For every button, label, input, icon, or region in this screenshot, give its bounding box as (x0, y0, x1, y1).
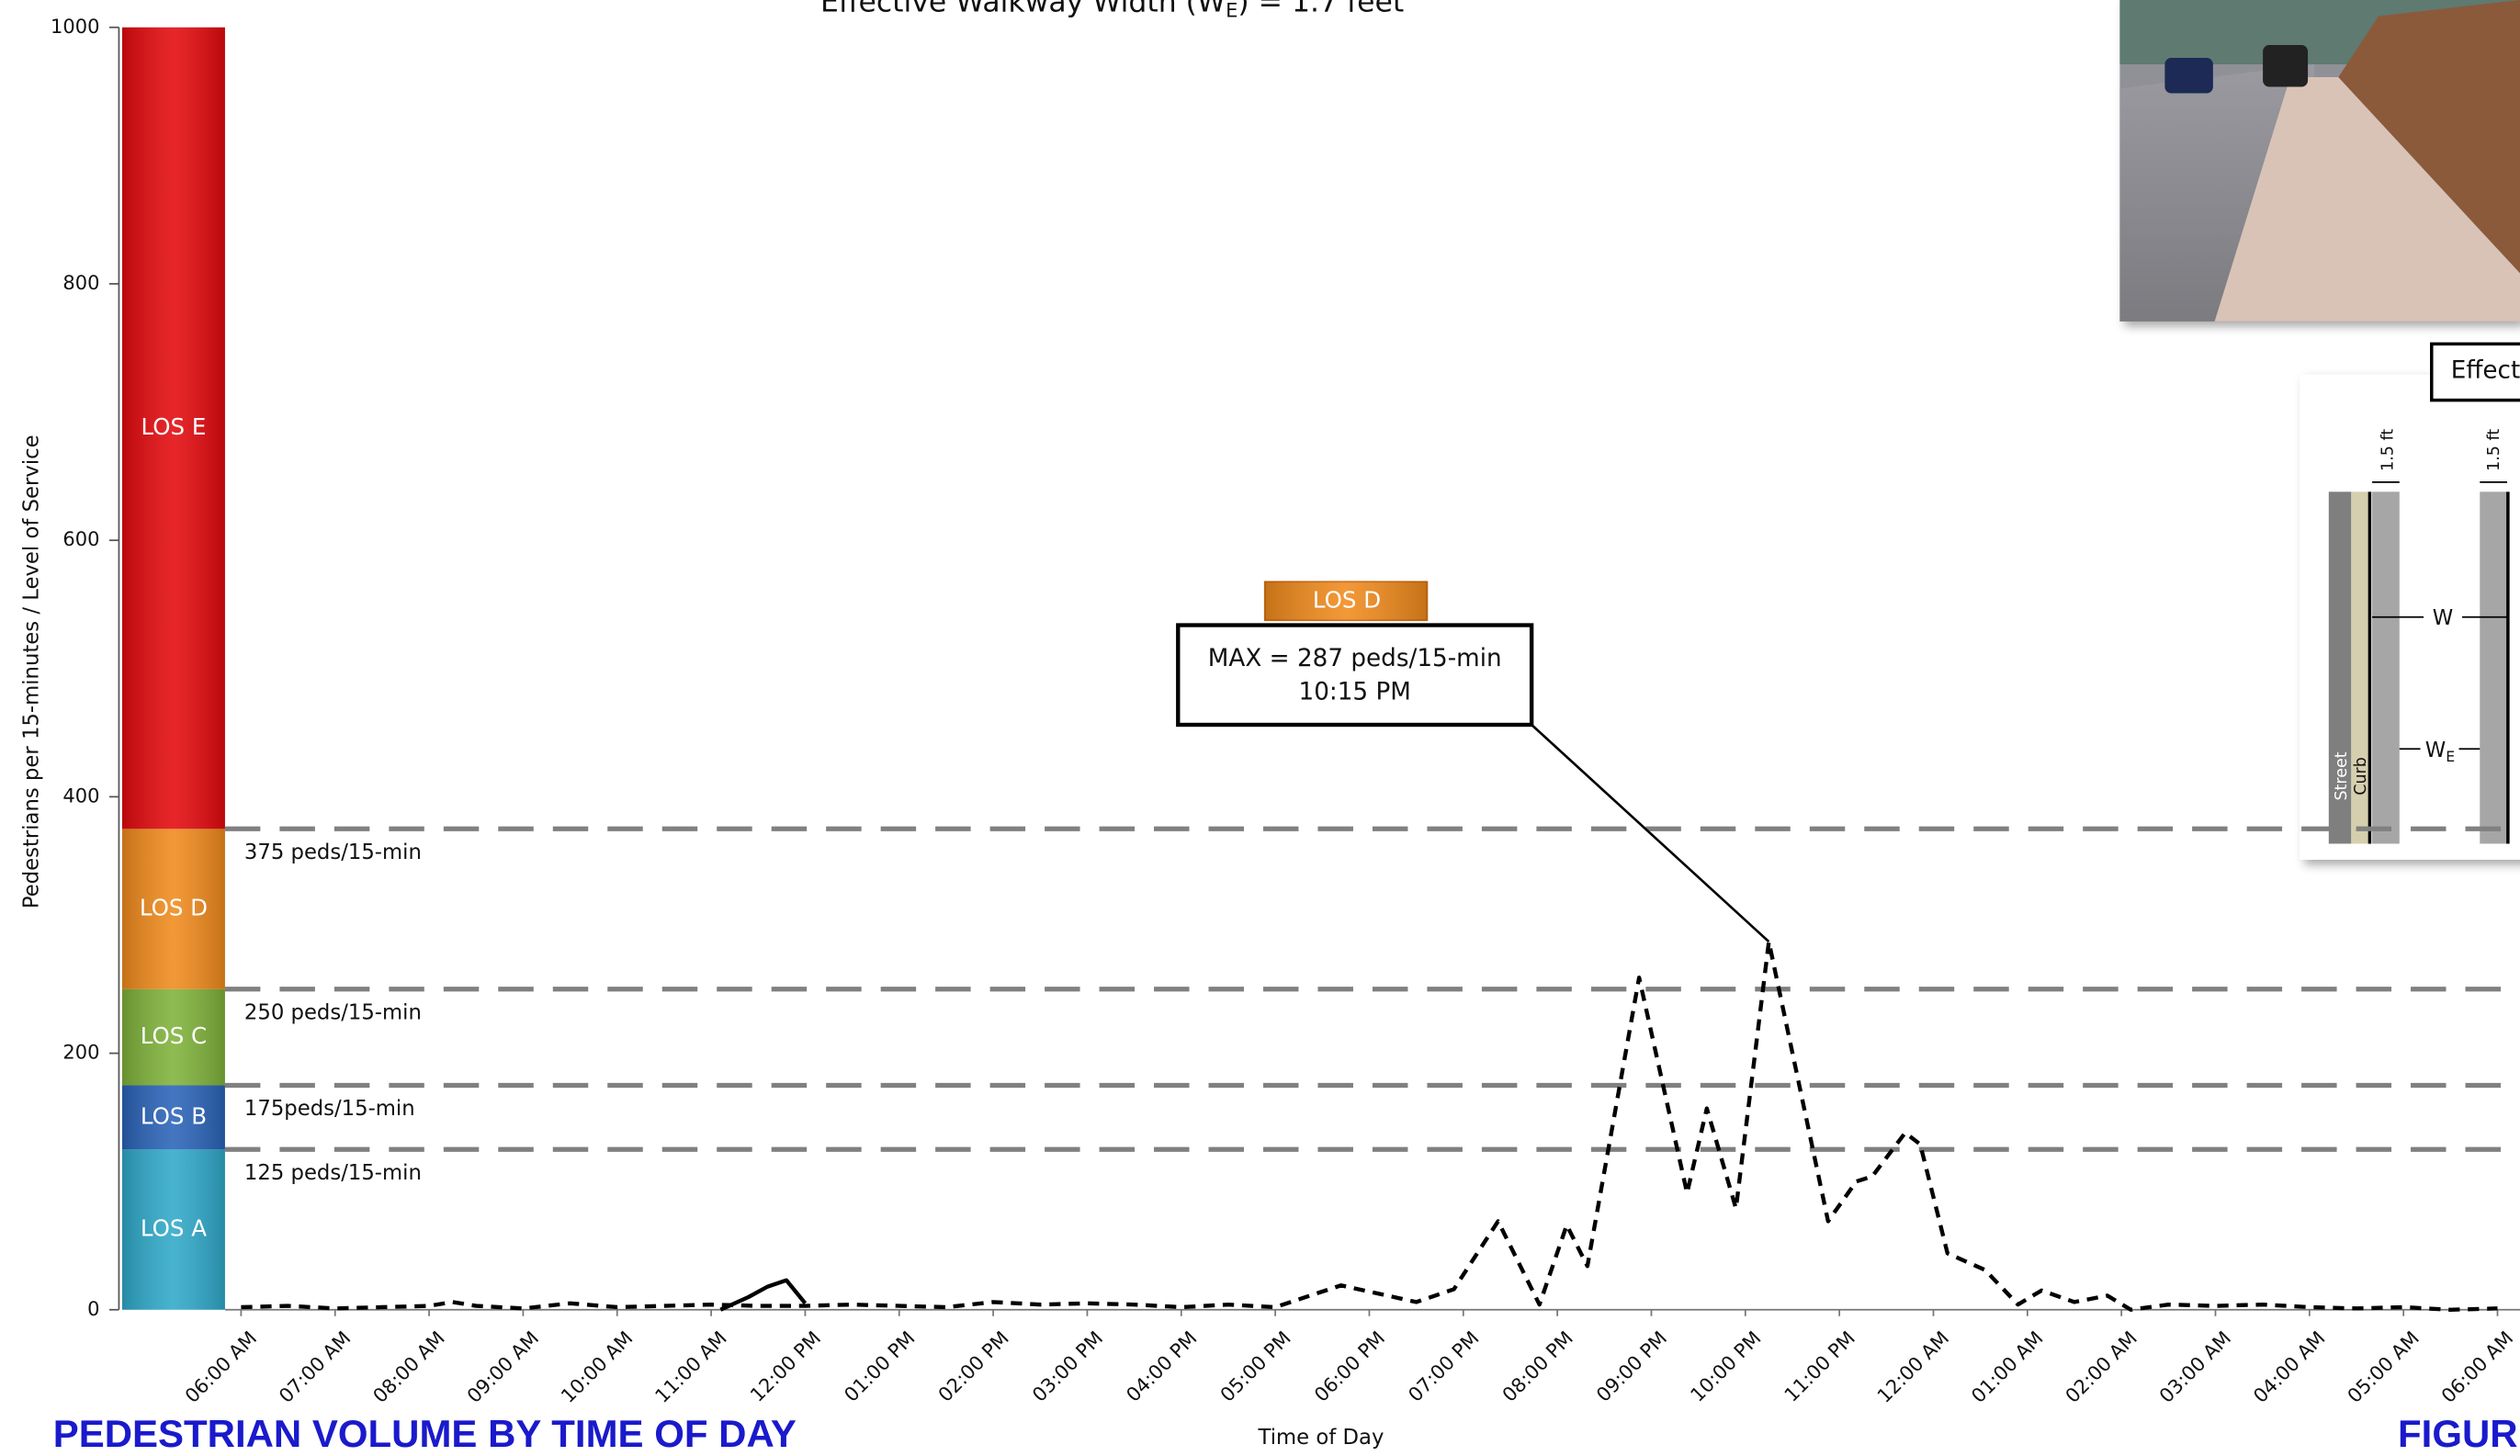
x-tick-label: 01:00 AM (1967, 1327, 2047, 1407)
x-tick-label: 12:00 AM (1873, 1327, 1953, 1407)
photo-fence (2338, 0, 2520, 274)
series-line (719, 1278, 808, 1312)
x-tick-label: 02:00 AM (2062, 1327, 2141, 1407)
diagram-label: Effecti (2451, 357, 2520, 385)
x-tick-label: 06:00 AM (181, 1327, 261, 1407)
annotation-line: MAX = 287 peds/15-min (1208, 645, 1502, 672)
annotation-leader (1531, 724, 1770, 943)
x-tick-label: 08:00 PM (1498, 1327, 1577, 1406)
x-tick-label: 06:00 AM (2437, 1327, 2517, 1407)
x-tick-label: 11:00 AM (650, 1327, 730, 1407)
diagram-street (2328, 491, 2352, 844)
annotation-badge-label: LOS D (1313, 586, 1381, 613)
title-text: Effective Walkway Width (W (820, 0, 1226, 19)
los-segment-shine (121, 829, 225, 989)
y-tick-label: 400 (62, 784, 99, 807)
los-segment-shine (121, 1149, 225, 1310)
y-tick-label: 800 (62, 272, 99, 294)
annotation-box (1176, 623, 1534, 728)
x-tick-label: 01:00 PM (840, 1327, 919, 1406)
los-label: LOS D (140, 895, 208, 921)
diagram-curb-label: Curb (2352, 757, 2370, 796)
diagram-we-sub: E (2446, 747, 2455, 764)
threshold-label: 125 peds/15-min (244, 1161, 422, 1185)
x-tick-label: 09:00 AM (463, 1327, 543, 1407)
x-tick-label: 03:00 AM (2155, 1327, 2235, 1407)
los-label: LOS C (141, 1022, 207, 1049)
diagram-we: WE (2425, 738, 2455, 764)
threshold-label: 250 peds/15-min (244, 1001, 422, 1025)
diagram-buffer (2480, 491, 2508, 844)
y-tick-label: 0 (87, 1298, 99, 1320)
photo-car (2164, 58, 2213, 94)
x-tick-label: 07:00 AM (275, 1327, 355, 1407)
x-tick-label: 03:00 PM (1028, 1327, 1107, 1406)
x-tick-label: 07:00 PM (1404, 1327, 1483, 1406)
diagram-dimension: 1.5 ft (2379, 429, 2398, 471)
footer-title: PEDESTRIAN VOLUME BY TIME OF DAY (53, 1412, 797, 1455)
x-tick-label: 04:00 PM (1122, 1327, 1201, 1406)
chart-title: Effective Walkway Width (WE) = 1.7 feet (820, 0, 1404, 21)
x-tick-label: 10:00 PM (1686, 1327, 1765, 1406)
photo-car (2263, 45, 2309, 87)
title-subscript: E (1226, 0, 1237, 21)
footer-figure: FIGUR (2398, 1412, 2518, 1455)
x-tick-label: 05:00 PM (1216, 1327, 1295, 1406)
y-tick-label: 600 (62, 528, 99, 550)
threshold-label: 375 peds/15-min (244, 841, 422, 864)
x-tick-label: 09:00 PM (1592, 1327, 1671, 1406)
diagram-w: W (2433, 606, 2453, 630)
diagram-street-label: Street (2333, 751, 2351, 800)
series-line (241, 939, 2498, 1312)
x-tick-label: 02:00 PM (934, 1327, 1013, 1406)
annotation-badge-shine (1264, 581, 1428, 621)
y-axis-label: Pedestrians per 15-minutes / Level of Se… (19, 435, 43, 909)
photo (2119, 0, 2520, 322)
x-tick-label: 06:00 PM (1310, 1327, 1389, 1406)
los-label: LOS B (141, 1102, 207, 1129)
x-tick-label: 04:00 AM (2249, 1327, 2329, 1407)
threshold-label: 175peds/15-min (244, 1097, 415, 1121)
x-tick-label: 05:00 AM (2344, 1327, 2424, 1407)
photo-sidewalk (2214, 77, 2520, 322)
los-segment-shine (121, 27, 225, 830)
diagram-dimension: 1.5 ft (2485, 429, 2503, 471)
los-segment-shine (121, 1085, 225, 1150)
diagram-buffer (2372, 491, 2400, 844)
y-tick-label: 1000 (51, 16, 99, 38)
annotation-line: 10:15 PM (1299, 679, 1411, 706)
x-tick-label: 08:00 AM (368, 1327, 448, 1407)
diagram-curb (2351, 491, 2369, 844)
los-label: LOS E (141, 413, 207, 440)
diagram-we-text: W (2425, 738, 2446, 762)
x-tick-label: 11:00 PM (1780, 1327, 1859, 1406)
title-suffix: ) = 1.7 feet (1237, 0, 1404, 19)
x-tick-label: 12:00 PM (746, 1327, 825, 1406)
diagram-label-box (2430, 342, 2520, 402)
los-segment-shine (121, 988, 225, 1086)
x-tick-label: 10:00 AM (557, 1327, 637, 1407)
los-label: LOS A (141, 1215, 207, 1242)
y-tick-label: 200 (62, 1042, 99, 1064)
x-axis-label: Time of Day (1258, 1426, 1384, 1450)
